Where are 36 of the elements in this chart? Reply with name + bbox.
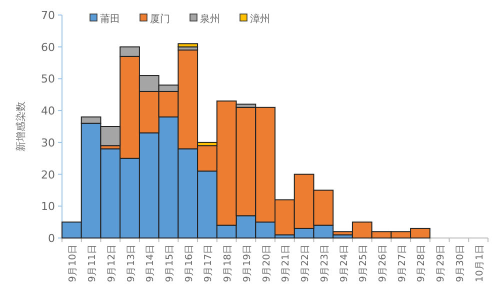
- x-tick-label: 9月18日: [222, 244, 234, 282]
- x-tick-label: 9月21日: [280, 244, 292, 282]
- legend-label: 厦门: [150, 13, 170, 25]
- y-tick-label: 70: [41, 9, 55, 22]
- legend-label: 莆田: [100, 13, 120, 25]
- x-tick-label: 9月22日: [300, 244, 312, 282]
- y-tick-label: 30: [41, 136, 55, 150]
- x-tick-label: 9月10日: [68, 244, 79, 282]
- x-tick-label: 9月15日: [164, 244, 176, 282]
- y-tick-label: 20: [41, 168, 55, 182]
- x-tick-label: 9月20日: [261, 244, 272, 282]
- legend-label: 泉州: [200, 13, 220, 25]
- x-tick-label: 9月13日: [126, 244, 137, 282]
- x-tick-label: 9月27日: [396, 244, 408, 282]
- x-tick-label: 9月11日: [87, 244, 98, 282]
- x-tick-label: 9月19日: [242, 244, 253, 282]
- y-tick-label: 0: [48, 232, 55, 245]
- y-tick-label: 50: [41, 72, 55, 86]
- y-tick-label: 40: [41, 104, 55, 118]
- y-axis-title: 新增感染数: [15, 102, 27, 152]
- x-tick-label: 9月17日: [203, 244, 214, 282]
- x-tick-label: 9月16日: [184, 244, 195, 282]
- x-tick-label: 10月1日: [474, 244, 486, 282]
- x-tick-label: 9月12日: [106, 244, 118, 282]
- x-tick-label: 9月14日: [145, 244, 156, 282]
- x-tick-label: 9月28日: [416, 244, 428, 282]
- x-tick-label: 9月29日: [436, 244, 447, 282]
- y-tick-label: 10: [41, 200, 55, 214]
- x-tick-label: 9月25日: [358, 244, 370, 282]
- bar: [178, 43, 198, 48]
- legend-label: 漳州: [250, 13, 270, 25]
- y-tick-label: 60: [41, 40, 55, 54]
- x-tick-label: 9月24日: [338, 244, 350, 282]
- x-tick-label: 9月30日: [454, 244, 466, 282]
- x-tick-label: 9月23日: [319, 244, 330, 282]
- x-tick-label: 9月26日: [378, 244, 388, 282]
